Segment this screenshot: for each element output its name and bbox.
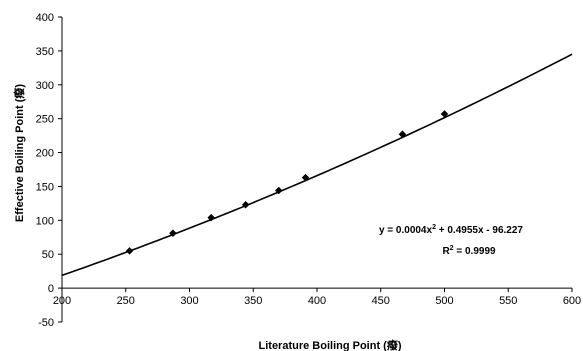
y-tick-label: 50 xyxy=(42,249,54,261)
data-point-diamond xyxy=(169,229,177,238)
y-tick-label: 300 xyxy=(36,80,54,92)
r-squared-label: R2 = 0.9999 xyxy=(442,245,496,257)
y-tick-label: 350 xyxy=(36,46,54,58)
x-axis-title: Literature Boiling Point (癈) xyxy=(259,338,402,351)
axes xyxy=(58,16,573,323)
y-tick-label: -50 xyxy=(38,317,54,329)
x-tick-label: 500 xyxy=(435,295,453,307)
y-tick-label: 250 xyxy=(36,114,54,126)
y-tick-label: 150 xyxy=(36,181,54,193)
y-tick-label: 0 xyxy=(48,283,54,295)
data-point-diamond xyxy=(398,130,407,139)
trendline-equation: y = 0.0004x2 + 0.4955x - 96.227 xyxy=(379,224,523,236)
y-axis-title: Effective Boiling Point (癈) xyxy=(12,84,26,222)
y-tick-label: 200 xyxy=(36,148,54,160)
trendline xyxy=(61,53,573,277)
x-tick-label: 200 xyxy=(53,295,71,307)
x-tick-label: 450 xyxy=(372,295,390,307)
x-tick-label: 250 xyxy=(117,295,135,307)
x-tick-label: 400 xyxy=(308,295,326,307)
y-tick-label: 100 xyxy=(36,215,54,227)
y-tick-label: 400 xyxy=(36,12,54,24)
data-point-diamond xyxy=(301,173,310,182)
data-point-diamond xyxy=(207,213,216,222)
tick-labels: -50 0 50 100 150 200 250 300 350 400 200 250 300 350 4… xyxy=(36,12,582,329)
x-tick-label: 350 xyxy=(244,295,262,307)
data-point-diamond xyxy=(440,110,449,118)
trendline-curve xyxy=(61,53,573,277)
data-point-diamond xyxy=(241,200,250,209)
x-tick-label: 600 xyxy=(563,295,581,307)
data-points xyxy=(125,110,449,255)
data-point-diamond xyxy=(125,246,134,255)
x-tick-label: 300 xyxy=(180,295,198,307)
data-point-diamond xyxy=(274,186,283,195)
x-tick-label: 550 xyxy=(499,295,517,307)
